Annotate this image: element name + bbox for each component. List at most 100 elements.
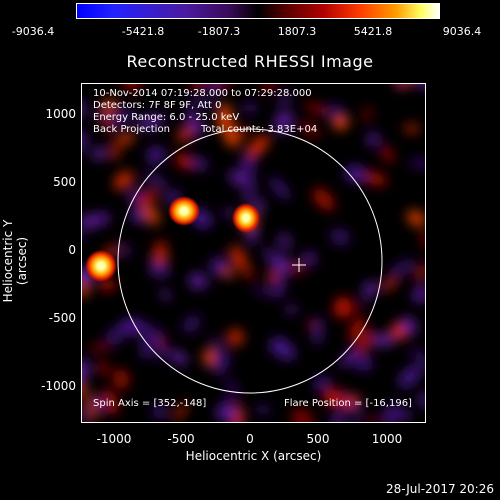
emission-blob	[382, 146, 394, 162]
emission-blob	[223, 128, 241, 147]
emission-blob	[92, 147, 106, 160]
emission-blob	[109, 107, 134, 128]
emission-blob	[93, 109, 107, 118]
emission-blob	[285, 303, 297, 316]
emission-blob	[137, 189, 159, 207]
emission-blob	[393, 83, 410, 89]
emission-blob	[300, 122, 321, 138]
emission-blob	[186, 116, 205, 136]
method-text: Back Projection	[93, 124, 170, 135]
emission-blob	[175, 153, 194, 170]
emission-blob	[105, 327, 125, 346]
emission-blob	[240, 155, 255, 173]
emission-blob	[312, 317, 323, 346]
emission-blob	[354, 329, 375, 354]
colorbar-label: 9036.4	[442, 25, 482, 38]
emission-blob	[188, 97, 216, 107]
emission-blob	[270, 177, 290, 200]
emission-blob	[159, 290, 171, 300]
emission-blob	[113, 171, 134, 190]
emission-blob	[152, 404, 167, 420]
emission-blob	[120, 244, 131, 256]
x-tick-label: 1000	[371, 432, 403, 446]
emission-blob	[366, 131, 381, 148]
y-axis-label: Heliocentric Y (arcsec)	[1, 219, 29, 303]
emission-blob	[173, 402, 188, 422]
x-tick-label: -1000	[96, 432, 132, 446]
x-tick-label: 0	[246, 432, 254, 446]
emission-blob	[210, 257, 227, 275]
colorbar-label: -5421.8	[121, 25, 165, 38]
emission-blob	[389, 258, 416, 279]
x-tick-label: 500	[306, 432, 330, 446]
emission-blob	[406, 210, 426, 226]
energy-range-text: Energy Range: 6.0 - 25.0 keV	[93, 112, 240, 123]
emission-blob	[172, 350, 187, 365]
emission-blob	[206, 83, 220, 94]
colorbar-label: -1807.3	[197, 25, 241, 38]
colorbar	[76, 3, 440, 19]
emission-blob	[397, 408, 411, 422]
emission-blob	[88, 344, 112, 352]
emission-blob	[140, 204, 161, 225]
emission-blob	[291, 408, 314, 423]
emission-blob	[338, 388, 345, 412]
emission-blob	[140, 336, 153, 360]
emission-blob	[244, 102, 256, 114]
emission-blob	[229, 126, 252, 135]
emission-blob	[339, 348, 357, 367]
emission-blob	[323, 388, 343, 407]
emission-blob	[154, 241, 164, 251]
emission-blob	[217, 103, 232, 132]
emission-blob	[371, 333, 395, 347]
emission-blob	[226, 377, 239, 400]
emission-blob	[329, 228, 351, 246]
detectors-text: Detectors: 7F 8F 9F, Att 0	[93, 100, 222, 111]
emission-blob	[269, 344, 293, 353]
emission-blob	[352, 353, 374, 372]
emission-blob	[398, 365, 422, 388]
emission-blob	[414, 263, 426, 281]
emission-blob	[254, 286, 271, 297]
emission-blob	[257, 404, 269, 415]
emission-blob	[278, 233, 291, 250]
emission-blob	[312, 187, 335, 211]
spin-axis-text: Spin Axis = [352,-148]	[93, 398, 207, 409]
emission-blob	[81, 360, 89, 383]
hot-spot	[168, 196, 200, 226]
total-counts-text: Total counts: 3.83E+04	[201, 124, 318, 135]
emission-blob	[381, 277, 398, 291]
emission-blob	[272, 285, 282, 299]
emission-blob	[98, 212, 111, 225]
colorbar-label: 1807.3	[277, 25, 317, 38]
emission-blob	[182, 315, 201, 333]
emission-blob	[274, 110, 293, 134]
emission-blob	[113, 369, 130, 390]
flare-position-text: Flare Position = [-16,196]	[284, 398, 412, 409]
emission-blob	[216, 404, 238, 422]
emission-blob	[223, 208, 234, 218]
emission-blob	[100, 388, 119, 416]
emission-blob	[208, 336, 227, 353]
emission-blob	[86, 393, 96, 423]
emission-blob	[305, 102, 328, 115]
x-tick-label: -500	[167, 432, 195, 446]
emission-blob	[333, 296, 352, 318]
y-tick-label: 1000	[45, 107, 76, 121]
emission-blob	[102, 98, 116, 114]
spin-axis-cross	[292, 258, 306, 272]
emission-blob	[410, 159, 426, 168]
emission-blob	[366, 281, 378, 295]
emission-blob	[211, 349, 231, 369]
emission-blob	[242, 188, 256, 203]
hot-spot	[232, 203, 260, 233]
emission-blob	[81, 383, 87, 397]
emission-blob	[119, 133, 134, 144]
emission-blob	[400, 316, 418, 335]
emission-blob	[229, 245, 248, 272]
emission-blob	[108, 148, 121, 158]
emission-blob	[246, 135, 270, 158]
emission-blob	[81, 278, 89, 298]
emission-blob	[363, 171, 387, 186]
emission-blob	[188, 272, 206, 290]
